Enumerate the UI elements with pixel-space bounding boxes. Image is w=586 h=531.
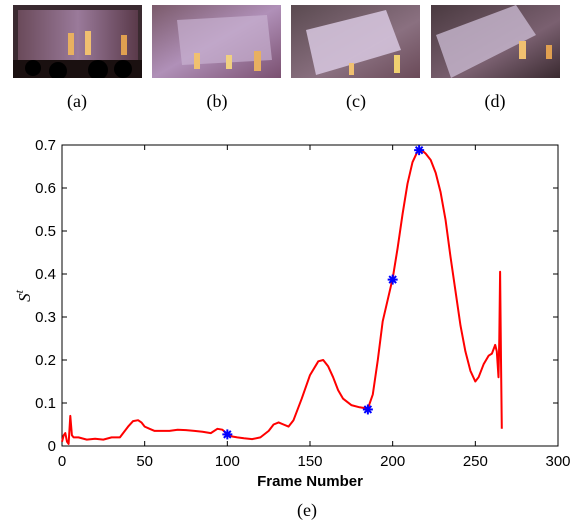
- caption-b: (b): [206, 91, 228, 111]
- x-tick-label: 50: [136, 453, 153, 470]
- data-marker: [387, 274, 398, 285]
- line-chart: 0 50 100 150 200 250 300 0 0.1 0.2 0.3 0.4 0.5 0.6 0.7…: [12, 137, 571, 490]
- y-axis-label-main: S: [15, 293, 34, 302]
- marker-layer: [222, 145, 425, 440]
- x-tick-label: 150: [297, 453, 322, 470]
- y-tick-label: 0.3: [35, 309, 56, 326]
- x-tick-label: 100: [215, 453, 240, 470]
- y-axis-label: St: [12, 289, 34, 302]
- y-tick-label: 0: [48, 438, 56, 455]
- y-tick-label: 0.5: [35, 223, 56, 240]
- y-tick-label: 0.7: [35, 137, 56, 154]
- y-tick-label: 0.1: [35, 395, 56, 412]
- x-tick-label: 300: [545, 453, 570, 470]
- y-tick-label: 0.4: [35, 266, 56, 283]
- thumbnail-a: [13, 5, 142, 78]
- caption-a: (a): [67, 91, 87, 111]
- figure-caption: (e): [297, 500, 317, 520]
- x-axis-label: Frame Number: [257, 473, 363, 490]
- caption-d: (d): [484, 91, 506, 111]
- y-tick-label: 0.2: [35, 352, 56, 369]
- y-axis-label-superscript: t: [12, 289, 26, 293]
- plot-frame: [61, 144, 559, 447]
- thumbnail-c: [291, 5, 420, 78]
- data-marker: [414, 145, 425, 156]
- data-marker: [362, 404, 373, 415]
- x-tick-label: 0: [58, 453, 66, 470]
- series-line: [61, 148, 503, 445]
- thumbnail-d: [431, 5, 560, 78]
- data-marker: [222, 429, 233, 440]
- x-tick-label: 250: [463, 453, 488, 470]
- tick-layer: 0 50 100 150 200 250 300 0 0.1 0.2 0.3 0.4 0.5 0.6 0.7: [35, 137, 570, 470]
- caption-c: (c): [346, 91, 366, 111]
- x-tick-label: 200: [380, 453, 405, 470]
- thumbnail-b: [152, 5, 281, 78]
- y-tick-label: 0.6: [35, 180, 56, 197]
